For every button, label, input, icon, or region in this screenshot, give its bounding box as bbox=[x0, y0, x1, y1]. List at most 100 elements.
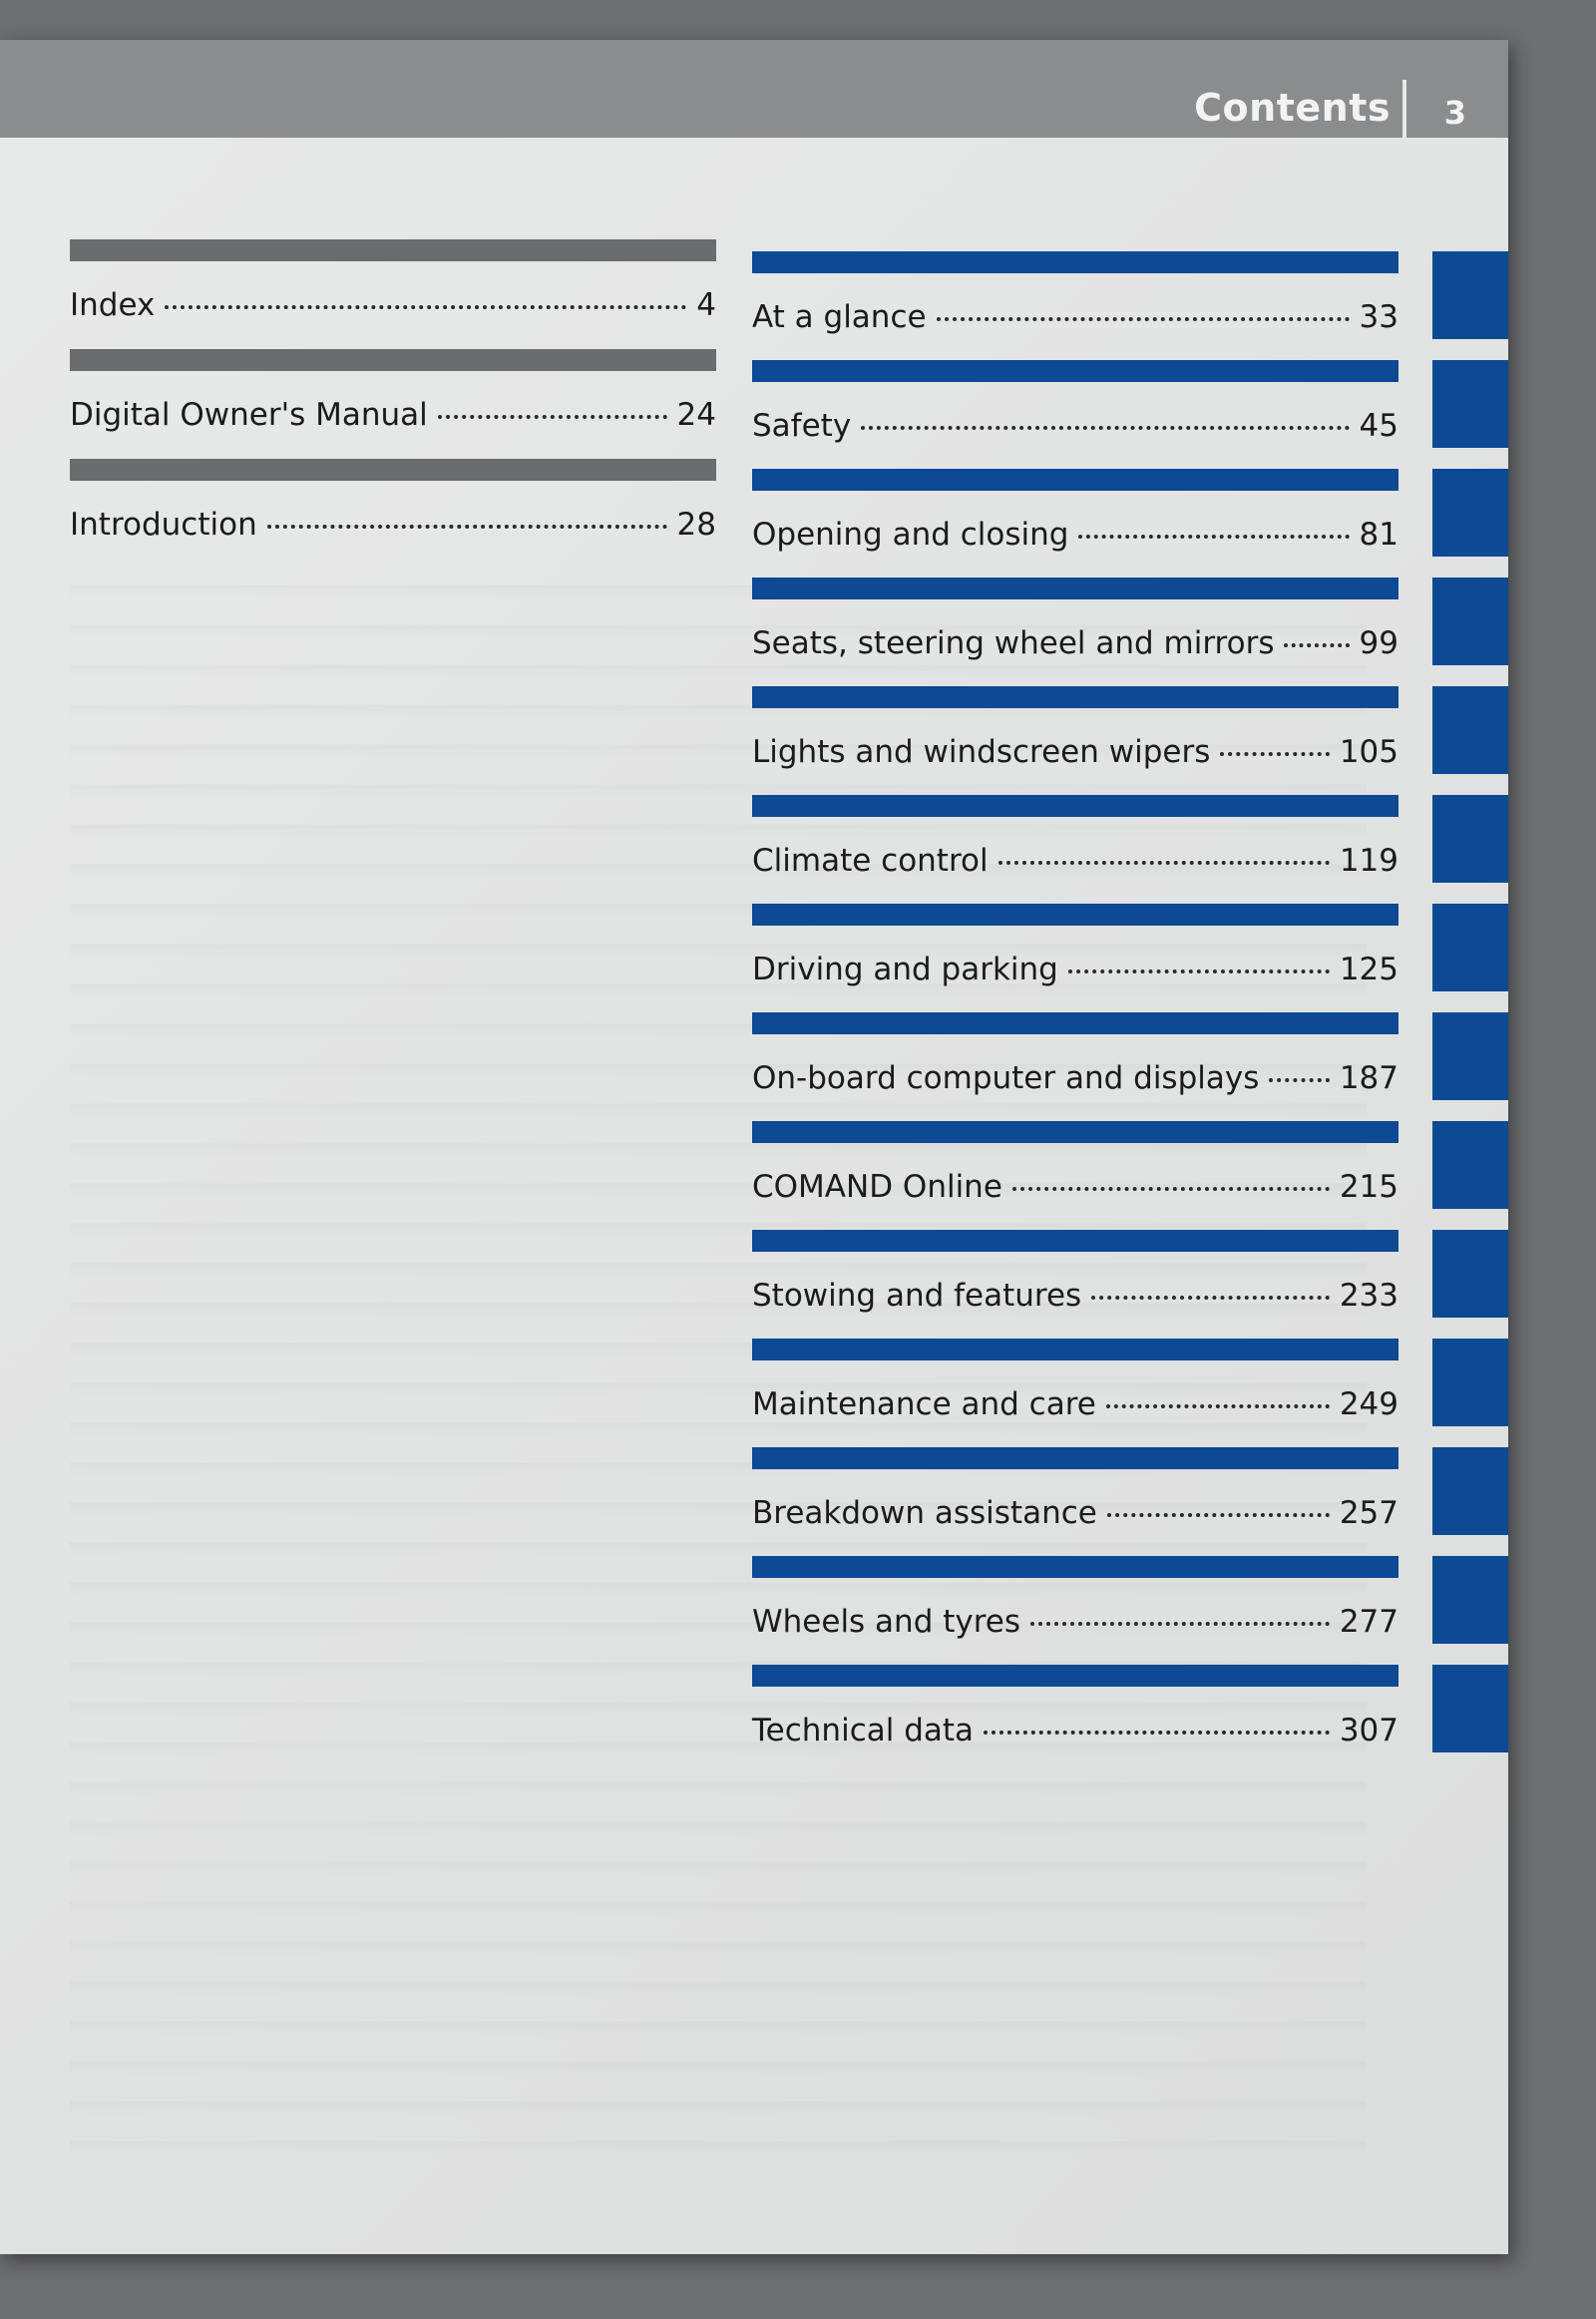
toc-entry[interactable]: COMAND Online 215 bbox=[752, 1121, 1398, 1230]
leader-dots bbox=[1078, 535, 1350, 539]
toc-page: 99 bbox=[1359, 625, 1398, 661]
thumb-tab[interactable] bbox=[1432, 686, 1508, 774]
thumb-tab[interactable] bbox=[1432, 795, 1508, 883]
thumb-tab[interactable] bbox=[1432, 360, 1508, 448]
section-bar bbox=[752, 1012, 1398, 1034]
toc-label: Introduction bbox=[70, 507, 257, 543]
toc-label: Seats, steering wheel and mirrors bbox=[752, 625, 1275, 661]
section-bar bbox=[752, 251, 1398, 273]
thumb-tab[interactable] bbox=[1432, 1447, 1508, 1535]
leader-dots bbox=[1269, 1078, 1330, 1082]
leader-dots bbox=[998, 861, 1330, 865]
thumb-tab[interactable] bbox=[1432, 469, 1508, 557]
toc-label: COMAND Online bbox=[752, 1169, 1002, 1205]
toc-entry[interactable]: Climate control 119 bbox=[752, 795, 1398, 904]
toc-label: At a glance bbox=[752, 299, 927, 335]
section-bar bbox=[70, 459, 716, 481]
toc-label: Driving and parking bbox=[752, 952, 1058, 987]
manual-page: Contents 3 Index 4 Digital Owner's Manua… bbox=[0, 40, 1508, 2254]
toc-page: 33 bbox=[1359, 299, 1398, 335]
toc-label: Safety bbox=[752, 408, 852, 444]
toc-page: 249 bbox=[1339, 1386, 1398, 1422]
toc-label: Digital Owner's Manual bbox=[70, 397, 428, 433]
section-bar bbox=[70, 349, 716, 371]
toc-entry[interactable]: Breakdown assistance 257 bbox=[752, 1447, 1398, 1556]
toc-label: On-board computer and displays bbox=[752, 1060, 1260, 1096]
leader-dots bbox=[1106, 1513, 1330, 1517]
section-bar bbox=[70, 239, 716, 261]
leader-dots bbox=[1067, 969, 1330, 973]
toc-page: 119 bbox=[1339, 843, 1398, 879]
contents-left-column: Index 4 Digital Owner's Manual 24 Introd… bbox=[70, 239, 716, 569]
toc-page: 257 bbox=[1339, 1495, 1398, 1531]
leader-dots bbox=[1105, 1404, 1330, 1408]
toc-page: 277 bbox=[1339, 1604, 1398, 1640]
leader-dots bbox=[266, 525, 667, 529]
thumb-tab[interactable] bbox=[1432, 1121, 1508, 1209]
thumb-tab[interactable] bbox=[1432, 1665, 1508, 1752]
thumb-tab[interactable] bbox=[1432, 578, 1508, 665]
section-bar bbox=[752, 360, 1398, 382]
toc-label: Opening and closing bbox=[752, 517, 1069, 553]
toc-page: 307 bbox=[1339, 1713, 1398, 1748]
toc-page: 81 bbox=[1359, 517, 1398, 553]
section-bar bbox=[752, 1665, 1398, 1687]
leader-dots bbox=[1011, 1187, 1330, 1191]
thumb-tab[interactable] bbox=[1432, 1230, 1508, 1318]
toc-label: Wheels and tyres bbox=[752, 1604, 1021, 1640]
toc-entry[interactable]: Seats, steering wheel and mirrors 99 bbox=[752, 578, 1398, 686]
toc-entry[interactable]: Maintenance and care 249 bbox=[752, 1339, 1398, 1447]
section-bar bbox=[752, 795, 1398, 817]
section-bar bbox=[752, 469, 1398, 491]
section-bar bbox=[752, 1121, 1398, 1143]
toc-entry[interactable]: Index 4 bbox=[70, 239, 716, 349]
section-bar bbox=[752, 578, 1398, 599]
toc-entry[interactable]: At a glance 33 bbox=[752, 251, 1398, 360]
toc-entry[interactable]: Opening and closing 81 bbox=[752, 469, 1398, 578]
leader-dots bbox=[936, 317, 1350, 321]
toc-entry[interactable]: Technical data 307 bbox=[752, 1665, 1398, 1773]
thumb-tab[interactable] bbox=[1432, 1339, 1508, 1426]
toc-label: Technical data bbox=[752, 1713, 975, 1748]
thumb-tab[interactable] bbox=[1432, 1556, 1508, 1644]
toc-label: Maintenance and care bbox=[752, 1386, 1096, 1422]
toc-label: Index bbox=[70, 287, 156, 323]
toc-entry[interactable]: Stowing and features 233 bbox=[752, 1230, 1398, 1339]
leader-dots bbox=[165, 305, 687, 309]
header-band: Contents 3 bbox=[0, 40, 1508, 138]
toc-page: 215 bbox=[1339, 1169, 1398, 1205]
page-number: 3 bbox=[1443, 94, 1466, 132]
toc-page: 4 bbox=[696, 287, 716, 323]
toc-page: 24 bbox=[676, 397, 716, 433]
contents-right-column: At a glance 33 Safety 45 Opening and clo… bbox=[752, 251, 1398, 1773]
toc-page: 105 bbox=[1339, 734, 1398, 770]
thumb-index-tabs bbox=[1432, 251, 1508, 1773]
thumb-tab[interactable] bbox=[1432, 251, 1508, 339]
leader-dots bbox=[1220, 752, 1330, 756]
toc-page: 28 bbox=[676, 507, 716, 543]
toc-label: Stowing and features bbox=[752, 1278, 1082, 1314]
section-bar bbox=[752, 686, 1398, 708]
toc-page: 45 bbox=[1359, 408, 1398, 444]
toc-entry[interactable]: Safety 45 bbox=[752, 360, 1398, 469]
toc-page: 233 bbox=[1339, 1278, 1398, 1314]
leader-dots bbox=[437, 415, 667, 419]
toc-entry[interactable]: Digital Owner's Manual 24 bbox=[70, 349, 716, 459]
toc-entry[interactable]: Lights and windscreen wipers 105 bbox=[752, 686, 1398, 795]
section-bar bbox=[752, 904, 1398, 926]
toc-entry[interactable]: On-board computer and displays 187 bbox=[752, 1012, 1398, 1121]
leader-dots bbox=[1091, 1296, 1330, 1300]
leader-dots bbox=[1284, 643, 1350, 647]
toc-label: Lights and windscreen wipers bbox=[752, 734, 1211, 770]
toc-label: Climate control bbox=[752, 843, 989, 879]
toc-entry[interactable]: Wheels and tyres 277 bbox=[752, 1556, 1398, 1665]
toc-page: 187 bbox=[1339, 1060, 1398, 1096]
thumb-tab[interactable] bbox=[1432, 904, 1508, 991]
toc-entry[interactable]: Driving and parking 125 bbox=[752, 904, 1398, 1012]
toc-page: 125 bbox=[1339, 952, 1398, 987]
toc-label: Breakdown assistance bbox=[752, 1495, 1097, 1531]
toc-entry[interactable]: Introduction 28 bbox=[70, 459, 716, 569]
leader-dots bbox=[861, 426, 1350, 430]
header-divider bbox=[1402, 80, 1406, 138]
thumb-tab[interactable] bbox=[1432, 1012, 1508, 1100]
